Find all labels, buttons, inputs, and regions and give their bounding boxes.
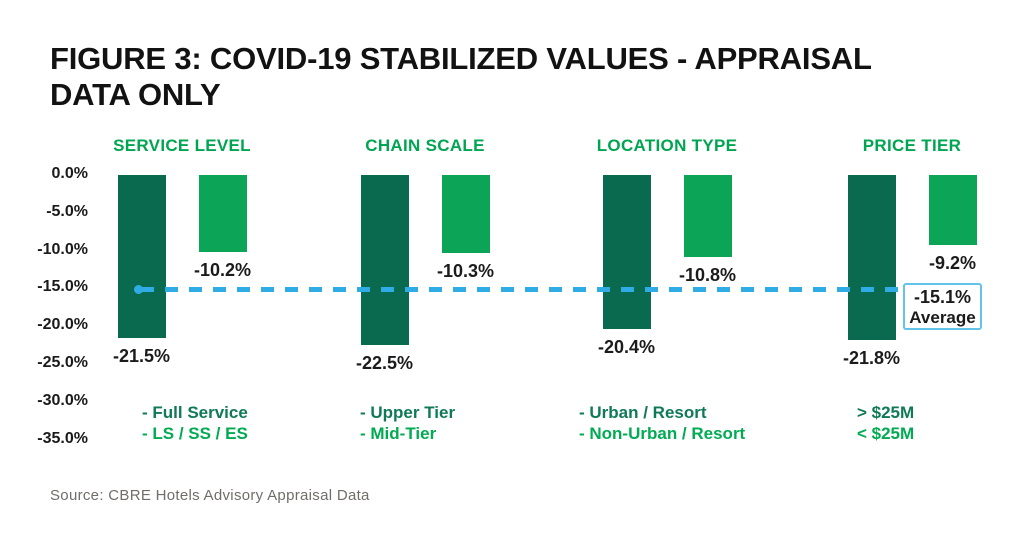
y-axis-tick-label: -5.0% [46, 202, 88, 220]
bar-light [198, 175, 247, 253]
bar-value-label: -21.5% [112, 345, 171, 366]
group-legend: - Upper Tier - Mid-Tier [360, 402, 455, 444]
group-header: PRICE TIER [862, 136, 962, 155]
legend-line-dark: - Full Service [142, 403, 248, 422]
y-axis-tick-label: -25.0% [37, 354, 88, 371]
legend-line-light: - LS / SS / ES [142, 424, 248, 443]
group-legend: - Full Service - LS / SS / ES [142, 402, 248, 444]
group-legend: > $25M < $25M [857, 402, 914, 444]
bar-light [683, 175, 732, 257]
bar-light [441, 175, 490, 253]
bar-value-label: -21.8% [842, 347, 901, 368]
y-axis-tick-label: -15.0% [37, 278, 88, 296]
bar-value-label: -10.8% [678, 264, 737, 285]
figure-title: FIGURE 3: COVID-19 STABILIZED VALUES - A… [50, 41, 872, 112]
source-note: Source: CBRE Hotels Advisory Appraisal D… [50, 487, 370, 504]
legend-line-dark: - Urban / Resort [579, 403, 707, 422]
legend-line-light: < $25M [857, 424, 915, 443]
bar-value-label: -10.2% [193, 260, 252, 281]
group-header: LOCATION TYPE [596, 136, 738, 155]
y-axis-tick-label: -35.0% [37, 429, 88, 447]
bar-dark [360, 175, 409, 346]
legend-line-dark: - Upper Tier [360, 403, 456, 422]
bar-dark [602, 175, 651, 330]
group-header: CHAIN SCALE [365, 136, 485, 155]
average-callout-box: -15.1% Average [903, 283, 982, 330]
average-dashed-line [141, 286, 903, 292]
legend-line-dark: > $25M [857, 403, 915, 422]
y-axis-tick-label: -10.0% [37, 240, 88, 258]
bar-value-label: -10.3% [436, 260, 495, 281]
bar-value-label: -9.2% [928, 252, 977, 273]
group-legend: - Urban / Resort - Non-Urban / Resort [579, 402, 745, 444]
legend-line-light: - Mid-Tier [360, 424, 437, 443]
bar-value-label: -22.5% [355, 353, 414, 374]
group-header: SERVICE LEVEL [113, 136, 251, 155]
y-axis-tick-label: -30.0% [37, 391, 88, 409]
bar-dark [117, 175, 166, 338]
average-line-dot [134, 284, 143, 294]
bar-value-label: -20.4% [597, 337, 656, 358]
bar-light [928, 175, 977, 245]
bar-dark [847, 175, 896, 340]
legend-line-light: - Non-Urban / Resort [579, 424, 746, 443]
average-value-label: -15.1% [913, 287, 972, 307]
y-axis-tick-label: -20.0% [37, 316, 88, 334]
y-axis-tick-label: 0.0% [51, 165, 88, 182]
average-word-label: Average [909, 308, 976, 327]
